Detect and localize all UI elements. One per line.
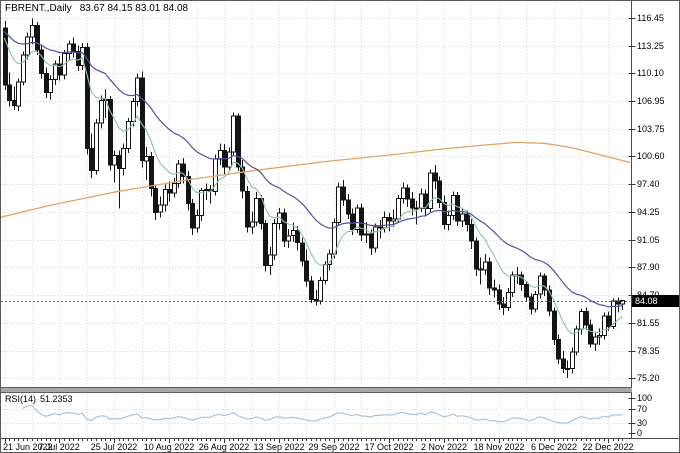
price-axis-label: 106.95	[637, 96, 665, 106]
price-axis-label: 116.45	[637, 13, 664, 23]
rsi-line	[22, 404, 623, 424]
date-axis-label: 10 Aug 2022	[143, 442, 195, 452]
date-axis-label: 21 Jun 2022	[3, 442, 53, 452]
price-axis-label: 110.10	[637, 68, 664, 78]
price-axis-label: 94.25	[637, 207, 660, 217]
rsi-indicator-label: RSI(14) 51.2353	[5, 394, 73, 404]
symbol-timeframe-label: FBRENT.,Daily	[5, 3, 72, 14]
date-axis-label: 13 Sep 2022	[253, 442, 305, 452]
price-axis-label: 87.90	[637, 262, 660, 272]
date-axis-label: 26 Aug 2022	[198, 442, 250, 452]
date-axis-label: 18 Nov 2022	[473, 442, 525, 452]
price-axis-label: 97.40	[637, 179, 660, 189]
date-axis-label: 6 Dec 2022	[530, 442, 578, 452]
date-axis-label: 7 Jul 2022	[38, 442, 80, 452]
price-axis-label: 78.35	[637, 346, 660, 356]
panel-separator[interactable]	[1, 387, 632, 393]
rsi-axis-label: 100	[637, 393, 653, 403]
rsi-axis-label: 70	[637, 404, 648, 414]
rsi-value: 51.2353	[40, 394, 73, 404]
axes	[1, 1, 679, 443]
moving-averages	[1, 31, 630, 335]
grid-lines	[1, 2, 630, 438]
price-axis-label: 91.05	[637, 235, 660, 245]
price-axis-label: 100.60	[637, 151, 665, 161]
date-axis-label: 2 Nov 2022	[420, 442, 468, 452]
rsi-axis-label: 0	[637, 428, 643, 438]
date-axis-label: 17 Oct 2022	[364, 442, 414, 452]
date-axis-label: 29 Sep 2022	[308, 442, 360, 452]
price-axis-label: 81.55	[637, 318, 660, 328]
price-axis-label: 103.75	[637, 124, 665, 134]
chart-header: FBRENT.,Daily 83.67 84.15 83.01 84.08	[5, 3, 188, 14]
date-axis-label: 22 Dec 2022	[582, 442, 634, 452]
ohlc-values: 83.67 84.15 83.01 84.08	[79, 3, 189, 14]
date-axis-label: 25 Jul 2022	[90, 442, 138, 452]
rsi-name: RSI(14)	[5, 394, 37, 404]
current-price-tag: 84.08	[632, 295, 679, 307]
rsi-axis-label: 30	[637, 418, 648, 428]
candles	[3, 18, 625, 378]
price-axis-label: 113.25	[637, 41, 664, 51]
price-axis-label: 75.20	[637, 373, 660, 383]
